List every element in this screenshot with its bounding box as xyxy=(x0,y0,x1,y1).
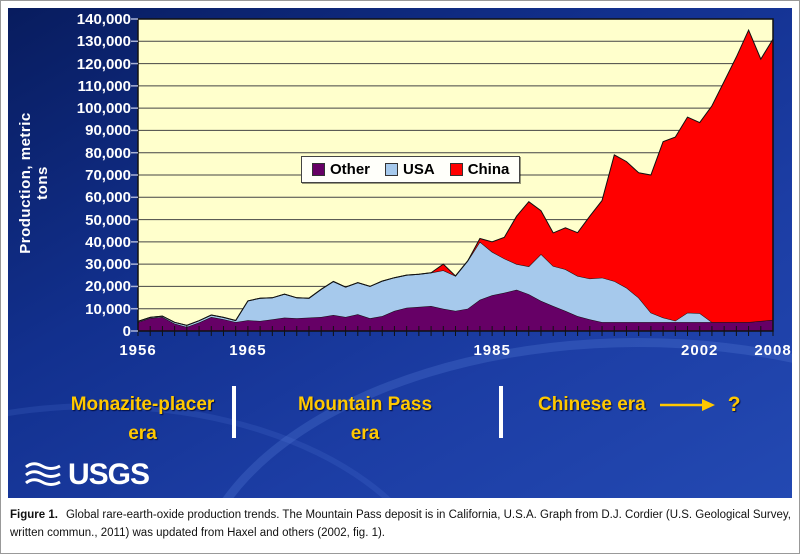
x-tick-label: 1956 xyxy=(119,342,157,359)
y-tick-label: 0 xyxy=(122,323,131,340)
era-divider-2 xyxy=(499,386,503,438)
legend-label-other: Other xyxy=(330,161,371,178)
right-arrow-icon xyxy=(659,399,715,411)
era-question-mark: ? xyxy=(727,393,741,416)
usa-color-swatch xyxy=(385,163,399,176)
legend-item-other: Other xyxy=(312,161,370,178)
era-label-monazite-placer: Monazite-placer era xyxy=(70,394,215,444)
y-tick-label: 10,000 xyxy=(85,300,131,318)
legend-item-china: China xyxy=(449,161,510,178)
usgs-logo: USGS xyxy=(24,458,150,491)
x-tick-label: 1965 xyxy=(229,342,267,359)
area-other xyxy=(138,289,773,331)
figure-caption: Figure 1. Global rare-earth-oxide product… xyxy=(1,498,799,553)
y-tick-label: 110,000 xyxy=(77,77,131,95)
y-tick-label: 140,000 xyxy=(76,11,131,28)
production-area-chart xyxy=(131,18,774,336)
x-tick-label: 2008 xyxy=(754,342,792,359)
legend-item-usa: USA xyxy=(385,161,435,178)
usgs-logo-text: USGS xyxy=(68,458,150,491)
y-tick-label: 30,000 xyxy=(85,256,131,274)
x-tick-label: 2002 xyxy=(681,342,719,359)
y-tick-label: 80,000 xyxy=(85,144,131,162)
era-label-mountain-pass: Mountain Pass era xyxy=(297,394,433,444)
era-label-chinese: Chinese era ? xyxy=(538,393,741,416)
area-usa xyxy=(138,241,773,327)
y-tick-label: 20,000 xyxy=(85,278,131,296)
y-tick-label: 90,000 xyxy=(85,122,131,140)
chart-legend: Other USA China xyxy=(301,156,521,183)
caption-label: Figure 1. xyxy=(10,509,58,521)
legend-label-usa: USA xyxy=(403,161,435,178)
y-tick-label: 130,000 xyxy=(76,33,131,51)
y-tick-label: 60,000 xyxy=(85,189,131,207)
china-color-swatch xyxy=(449,163,463,176)
y-tick-label: 70,000 xyxy=(85,167,131,184)
usgs-wave-icon xyxy=(25,462,61,486)
area-china xyxy=(138,30,773,326)
caption-text: Global rare-earth-oxide production trend… xyxy=(10,509,791,539)
y-tick-label: 120,000 xyxy=(76,55,131,73)
x-tick-label: 1985 xyxy=(473,342,511,359)
boundary-china xyxy=(137,28,774,326)
slide: Production, metric tons 0 10,000 20,000 30,… xyxy=(8,8,792,498)
y-tick-label: 100,000 xyxy=(76,100,131,118)
y-tick-label: 40,000 xyxy=(85,233,131,251)
legend-label-china: China xyxy=(467,161,510,178)
y-tick-label: 50,000 xyxy=(85,211,131,229)
era-divider-1 xyxy=(232,386,236,438)
other-color-swatch xyxy=(312,163,325,176)
